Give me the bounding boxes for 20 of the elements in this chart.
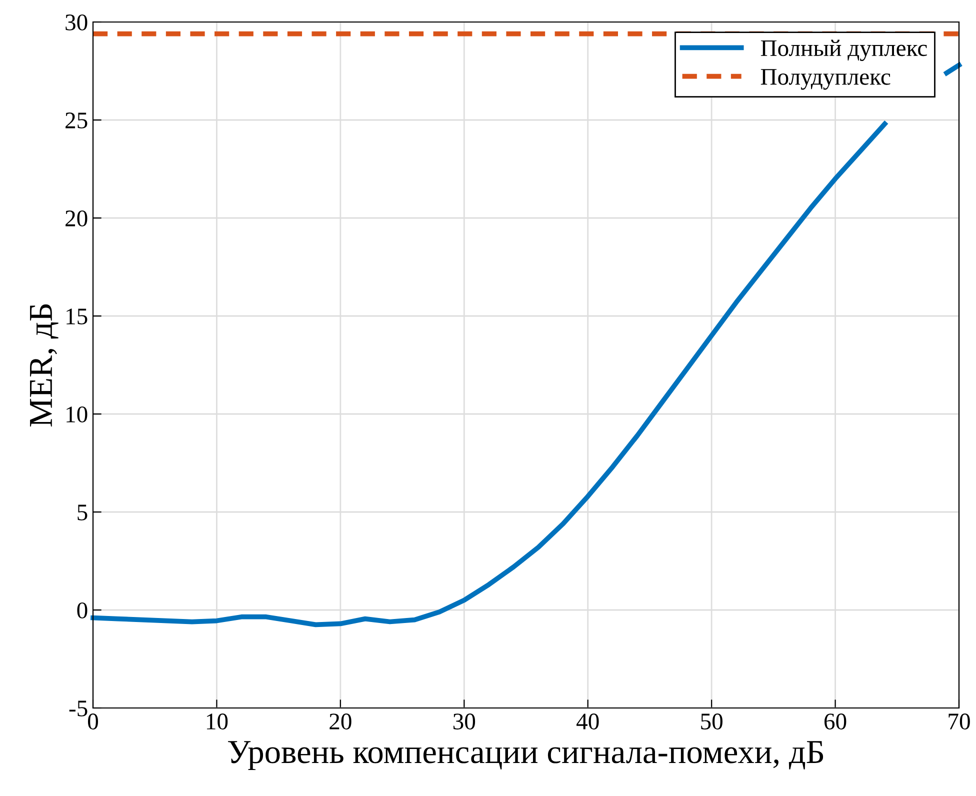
legend-label: Полудуплекс [760, 69, 890, 90]
x-tick-label: 60 [824, 714, 846, 730]
y-tick-label: 30 [66, 14, 88, 30]
x-tick-label: 10 [206, 714, 228, 730]
y-tick-label: 15 [66, 308, 88, 324]
y-tick-label: -5 [69, 700, 88, 716]
x-tick-label: 40 [576, 714, 599, 730]
y-tick-label: 0 [77, 602, 88, 618]
y-tick-label: 10 [66, 406, 88, 422]
legend-label: Полный дуплекс [760, 40, 927, 61]
y-axis-title: MER, дБ [30, 304, 58, 427]
y-tick-label: 5 [78, 504, 88, 520]
x-tick-label: 20 [330, 714, 352, 730]
x-tick-label: 50 [701, 714, 722, 730]
y-tick-label: 20 [66, 210, 88, 226]
x-tick-label: 30 [453, 714, 476, 730]
y-tick-label: 25 [66, 112, 88, 128]
x-axis-title: Уровень компенсации сигнала-помехи, дБ [228, 741, 824, 770]
x-tick-label: 0 [88, 714, 98, 730]
x-tick-label: 70 [948, 714, 970, 730]
